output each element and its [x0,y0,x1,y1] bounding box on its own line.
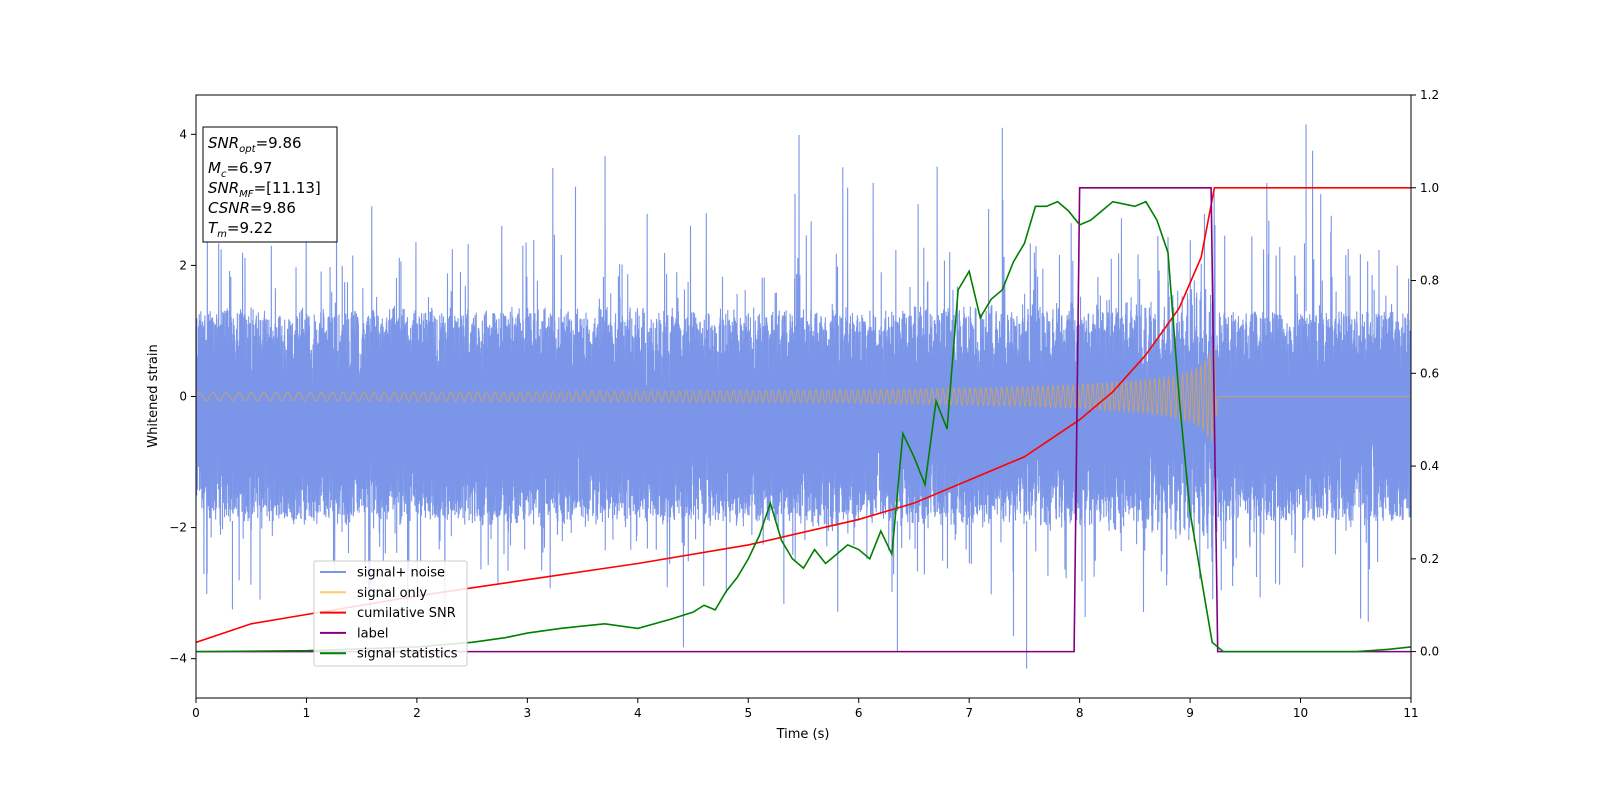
signal-noise-trace [196,124,1411,669]
x-tick-label: 6 [855,706,863,720]
annotation-value: =9.86 [250,199,296,217]
annotation-symbol: T [208,219,219,237]
legend-label: cumilative SNR [357,606,456,621]
y-right-tick-label: 0.2 [1420,552,1439,566]
x-tick-label: 8 [1076,706,1084,720]
x-tick-label: 7 [965,706,973,720]
legend-label: signal+ noise [357,566,445,581]
annotation-symbol: CSNR [208,199,250,217]
annotation-value: =[11.13] [254,179,321,197]
y-axis-left: −4 −2 0 2 4 [169,127,196,666]
y-left-tick-label: 2 [179,258,187,272]
annotation-symbol: M [208,159,221,177]
y-right-tick-label: 1.0 [1420,181,1439,195]
annotation-snr-opt: SNRopt=9.86 [208,134,302,155]
x-axis: 0 1 2 3 4 5 6 7 8 9 10 11 [192,698,1419,720]
annotation-symbol: SNR [208,134,239,152]
x-tick-label: 9 [1186,706,1194,720]
annotation-value: =6.97 [226,159,272,177]
annotation-chirp-mass: Mc=6.97 [208,159,272,180]
y-left-tick-label: 0 [179,390,187,404]
annotation-subscript: opt [239,144,256,155]
y-right-tick-label: 0.0 [1420,645,1439,659]
series-signal-noise [196,124,1411,669]
legend: signal+ noise signal only cumilative SNR la… [313,560,468,667]
series-signal-only [196,347,1411,443]
annotation-csnr: CSNR=9.86 [208,199,296,217]
x-axis-label: Time (s) [776,727,830,742]
annotation-snr-mf: SNRMF=[11.13] [208,179,321,200]
legend-label: signal only [357,586,427,601]
y-left-tick-label: −4 [169,652,187,666]
annotation-frame [202,126,338,243]
annotation-merger-time: Tm=9.22 [208,219,273,240]
annotation-box: SNRopt=9.86 Mc=6.97 SNRMF=[11.13] CSNR=9… [202,126,338,243]
y-right-tick-label: 1.2 [1420,88,1439,102]
x-tick-label: 1 [303,706,311,720]
annotation-value: =9.22 [227,219,273,237]
annotation-subscript: c [221,169,227,180]
plot-area [196,124,1411,669]
annotation-subscript: m [217,229,227,240]
y-left-tick-label: −2 [169,521,187,535]
signal-statistics-line [196,200,1411,653]
annotation-symbol: SNR [208,179,239,197]
y-right-tick-label: 0.8 [1420,274,1439,288]
y-axis-label: Whitened strain [146,344,161,447]
signal-only-trace [196,347,1411,443]
x-tick-label: 0 [192,706,200,720]
x-tick-label: 4 [634,706,642,720]
y-right-tick-label: 0.4 [1420,459,1439,473]
annotation-subscript: MF [239,189,254,200]
y-left-tick-label: 4 [179,127,187,141]
legend-frame [313,560,468,667]
annotation-value: =9.86 [256,134,302,152]
legend-label: signal statistics [357,647,458,662]
x-tick-label: 2 [413,706,421,720]
x-tick-label: 5 [744,706,752,720]
x-tick-label: 10 [1293,706,1308,720]
y-axis-right: 0.0 0.2 0.4 0.6 0.8 1.0 1.2 [1411,88,1439,659]
x-tick-label: 11 [1403,706,1418,720]
x-tick-label: 3 [524,706,532,720]
legend-label: label [357,626,388,641]
y-right-tick-label: 0.6 [1420,366,1439,380]
